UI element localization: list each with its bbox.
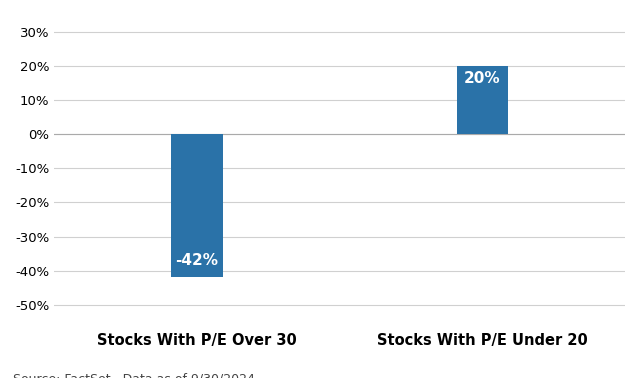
Text: Source: FactSet.  Data as of 9/30/2024.: Source: FactSet. Data as of 9/30/2024. (13, 373, 259, 378)
Bar (171, 134, 223, 277)
Text: 20%: 20% (464, 71, 500, 85)
Text: -42%: -42% (175, 253, 218, 268)
Bar (456, 66, 508, 134)
